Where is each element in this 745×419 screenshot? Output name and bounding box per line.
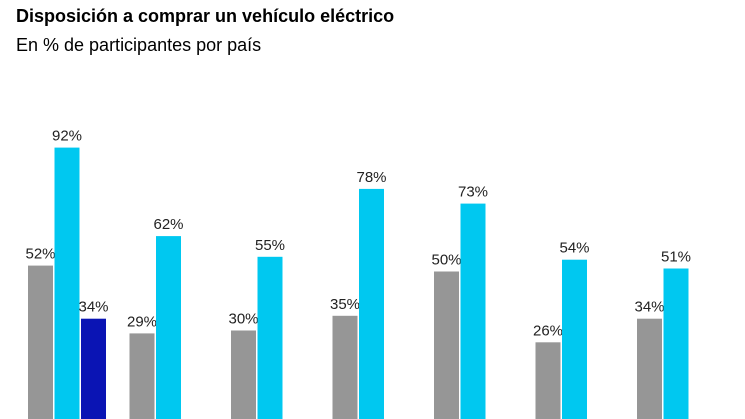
data-label-group-7-bar-1: 34% <box>634 299 664 316</box>
bar-group-3-bar-1 <box>231 330 256 419</box>
bar-group-5-bar-1 <box>434 271 459 419</box>
bar-group-7-bar-1 <box>637 318 662 419</box>
bar-group-5-bar-2 <box>460 203 486 419</box>
data-label-group-5-bar-2: 73% <box>458 184 488 201</box>
data-label-group-1-bar-1: 52% <box>25 246 55 263</box>
bar-group-4-bar-1 <box>332 315 358 419</box>
data-label-group-1-bar-3: 34% <box>78 299 108 316</box>
data-label-group-4-bar-1: 35% <box>330 296 360 313</box>
bar-group-4-bar-2 <box>359 188 384 419</box>
bar-group-3-bar-2 <box>257 256 283 419</box>
bar-group-2-bar-2 <box>156 236 181 419</box>
data-label-group-5-bar-1: 50% <box>431 252 461 269</box>
data-label-group-6-bar-1: 26% <box>533 322 563 339</box>
data-label-group-7-bar-2: 51% <box>661 249 691 266</box>
data-label-group-3-bar-1: 30% <box>228 311 258 328</box>
bar-group-6-bar-2 <box>562 259 587 419</box>
data-label-group-2-bar-2: 62% <box>153 216 183 233</box>
bar-group-1-bar-2 <box>54 147 80 419</box>
data-label-group-6-bar-2: 54% <box>559 240 589 257</box>
chart-title: Disposición a comprar un vehículo eléctr… <box>16 6 395 26</box>
chart-subtitle: En % de participantes por país <box>16 35 262 55</box>
bar-group-7-bar-2 <box>663 268 689 419</box>
data-label-group-3-bar-2: 55% <box>255 237 285 254</box>
data-label-group-4-bar-2: 78% <box>356 169 386 186</box>
data-label-group-2-bar-1: 29% <box>127 313 157 330</box>
bar-group-6-bar-1 <box>535 342 561 419</box>
bar-group-1-bar-1 <box>28 265 53 419</box>
bar-group-1-bar-3 <box>81 318 106 419</box>
bar-group-2-bar-1 <box>129 333 155 419</box>
data-label-group-1-bar-2: 92% <box>52 128 82 145</box>
